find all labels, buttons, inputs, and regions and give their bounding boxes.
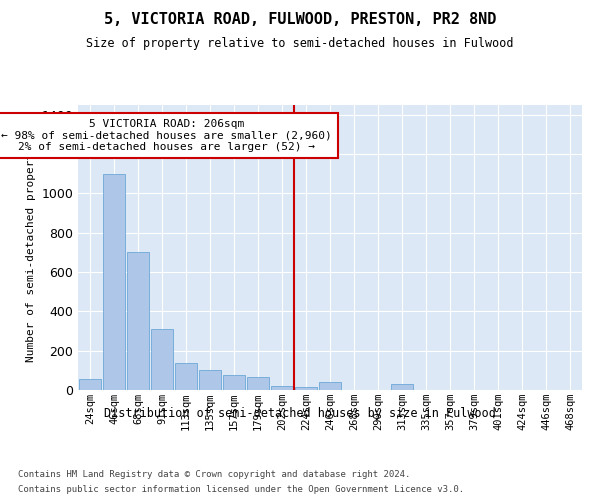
Bar bbox=[247, 377, 269, 390]
Text: Contains public sector information licensed under the Open Government Licence v3: Contains public sector information licen… bbox=[18, 485, 464, 494]
Text: Distribution of semi-detached houses by size in Fulwood: Distribution of semi-detached houses by … bbox=[104, 408, 496, 420]
Bar bbox=[223, 376, 245, 390]
Text: Size of property relative to semi-detached houses in Fulwood: Size of property relative to semi-detach… bbox=[86, 38, 514, 51]
Bar bbox=[103, 174, 125, 390]
Bar bbox=[391, 384, 413, 390]
Bar bbox=[79, 379, 101, 390]
Text: Contains HM Land Registry data © Crown copyright and database right 2024.: Contains HM Land Registry data © Crown c… bbox=[18, 470, 410, 479]
Bar bbox=[271, 386, 293, 390]
Text: 5, VICTORIA ROAD, FULWOOD, PRESTON, PR2 8ND: 5, VICTORIA ROAD, FULWOOD, PRESTON, PR2 … bbox=[104, 12, 496, 28]
Bar bbox=[175, 364, 197, 390]
Bar bbox=[319, 382, 341, 390]
Bar bbox=[199, 370, 221, 390]
Y-axis label: Number of semi-detached properties: Number of semi-detached properties bbox=[26, 132, 36, 362]
Bar bbox=[151, 329, 173, 390]
Bar bbox=[295, 387, 317, 390]
Text: 5 VICTORIA ROAD: 206sqm
← 98% of semi-detached houses are smaller (2,960)
2% of : 5 VICTORIA ROAD: 206sqm ← 98% of semi-de… bbox=[1, 119, 332, 152]
Bar bbox=[127, 252, 149, 390]
